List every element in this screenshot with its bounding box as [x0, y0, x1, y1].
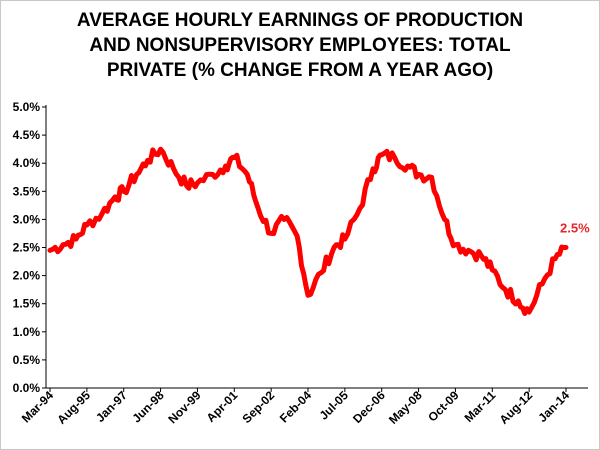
axes [45, 105, 588, 389]
x-tick-label: Jan-97 [93, 388, 130, 425]
chart-title: AVERAGE HOURLY EARNINGS OF PRODUCTION AN… [76, 10, 524, 81]
x-tick-label: May-08 [386, 388, 425, 427]
y-tick-label: 1.5% [13, 297, 41, 311]
x-tick-label: Feb-04 [277, 388, 314, 425]
y-tick-label: 3.0% [13, 212, 41, 226]
x-tick-label: Nov-99 [165, 388, 203, 426]
x-tick-label: Sep-02 [240, 388, 278, 426]
y-tick-label: 3.5% [13, 184, 41, 198]
x-tick-label: Dec-06 [350, 388, 388, 426]
y-tick-label: 1.0% [13, 325, 41, 339]
last-value-label: 2.5% [560, 221, 590, 236]
y-tick-label: 2.5% [13, 241, 41, 255]
x-tick-label: Jun-98 [129, 388, 166, 425]
y-tick-label: 0.5% [13, 353, 41, 367]
x-tick-label: Jan-14 [535, 388, 572, 425]
x-tick-label: Oct-09 [425, 388, 462, 425]
y-tick-label: 5.0% [13, 100, 41, 114]
series-layer [47, 146, 569, 316]
x-tick-label: Aug-95 [54, 388, 93, 427]
x-tick-label: Apr-01 [204, 388, 241, 425]
y-tick-label: 4.5% [13, 128, 41, 142]
x-tick-label: Jul-05 [317, 388, 352, 423]
x-tick-label: Mar-11 [462, 388, 499, 425]
y-tick-label: 4.0% [13, 156, 41, 170]
y-axis-ticks: 0.0% 0.5% 1.0% 1.5% 2.0% 2.5% 3.0% 3.5% 4.0% 4.5%… [13, 100, 46, 395]
y-tick-label: 0.0% [13, 381, 41, 395]
y-tick-label: 2.0% [13, 269, 41, 283]
x-tick-label: Aug-12 [497, 388, 536, 427]
series-line [47, 146, 569, 316]
